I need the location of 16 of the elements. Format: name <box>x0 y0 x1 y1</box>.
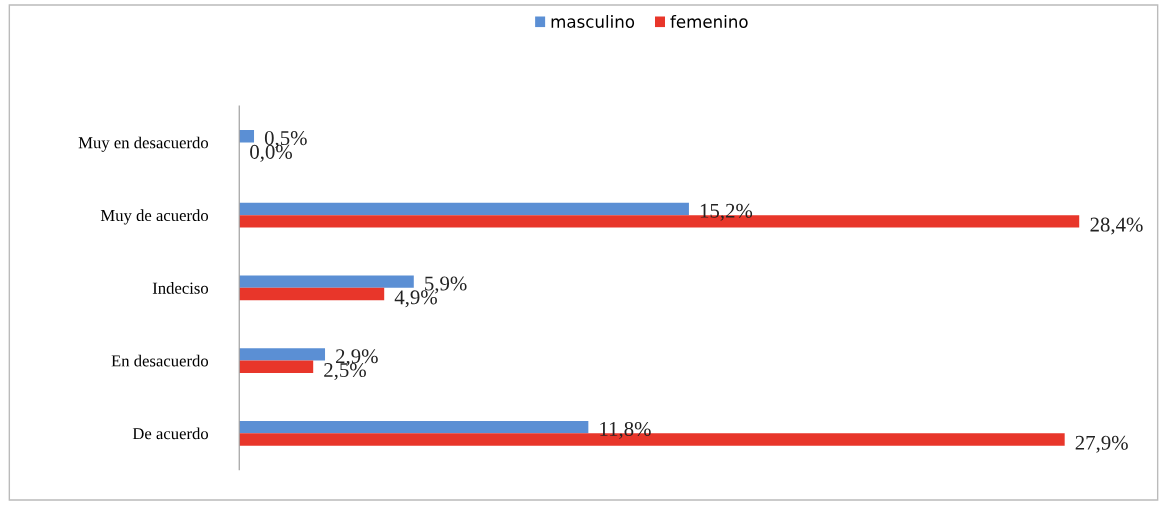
bar <box>239 287 385 301</box>
bar <box>239 202 689 216</box>
data-label: 27,9% <box>1075 435 1128 453</box>
y-tick-label: Indeciso <box>152 282 209 294</box>
data-label: 28,4% <box>1090 217 1143 235</box>
legend-label: femenino <box>670 15 748 28</box>
bar <box>239 130 255 143</box>
bar <box>239 360 314 373</box>
bar <box>239 275 414 288</box>
bar <box>239 348 326 361</box>
bar <box>239 420 589 434</box>
y-tick-label: De acuerdo <box>132 427 209 440</box>
y-tick-label: En desacuerdo <box>111 354 209 367</box>
y-tick-label: Muy de acuerdo <box>100 209 209 225</box>
y-tick-label: Muy en desacuerdo <box>78 136 209 152</box>
legend-label: masculino <box>551 15 635 28</box>
